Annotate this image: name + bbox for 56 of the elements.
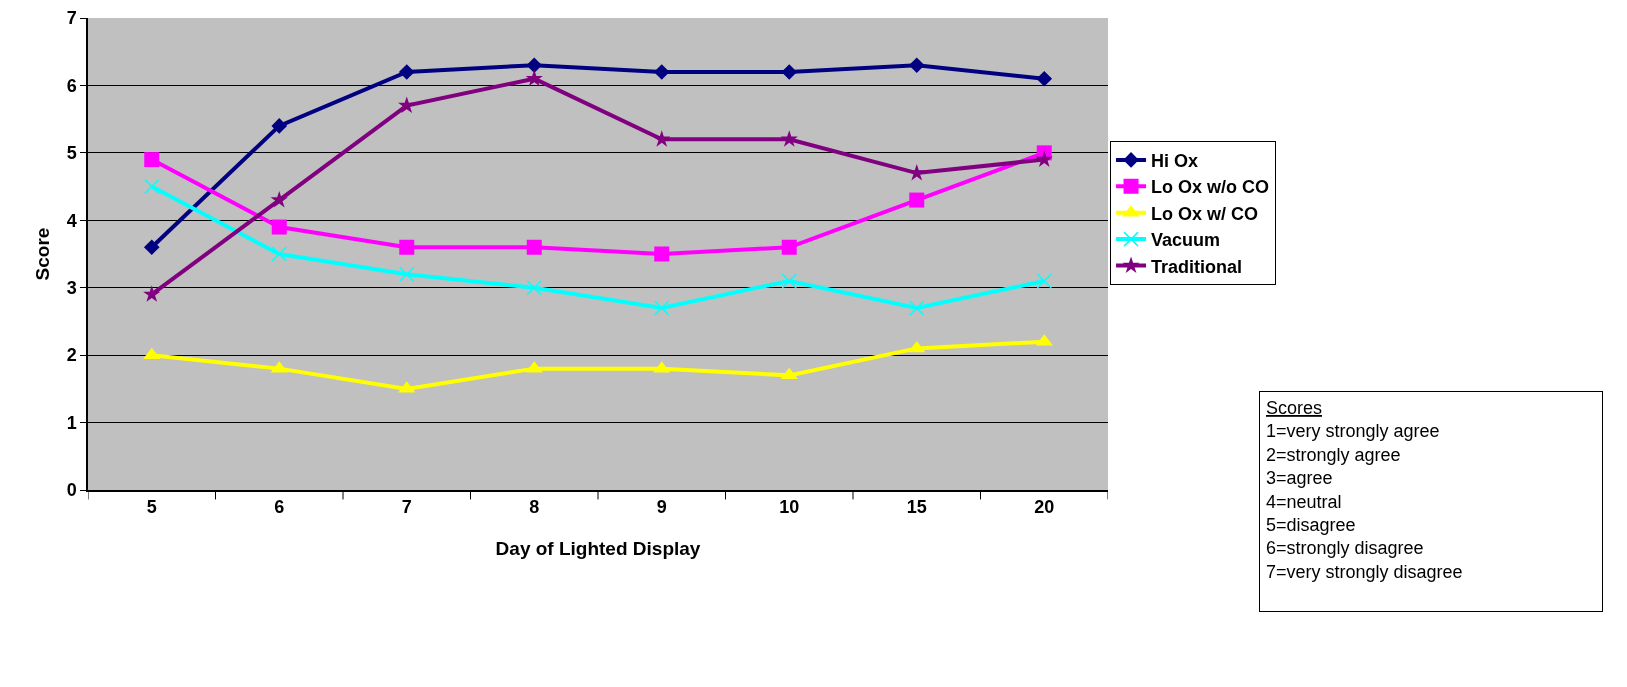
- point: [1036, 273, 1052, 289]
- y-tick-label: 4: [66, 210, 77, 231]
- x-tick-label: 5: [146, 497, 157, 518]
- y-tick-label: 2: [66, 345, 77, 366]
- x-axis-title: Day of Lighted Display: [495, 537, 701, 559]
- point: [908, 340, 926, 353]
- point: [1036, 70, 1053, 87]
- point: [271, 246, 287, 262]
- y-tick-label: 6: [66, 75, 77, 96]
- point: [144, 178, 160, 195]
- y-tick-label: 0: [66, 480, 77, 501]
- y-tick-label: 3: [66, 278, 77, 299]
- point: [398, 64, 415, 80]
- x-tick-label: 7: [401, 497, 412, 518]
- point: [399, 239, 415, 255]
- point: [526, 239, 542, 255]
- point: [653, 130, 671, 147]
- point: [143, 285, 161, 302]
- point: [909, 192, 925, 208]
- point: [909, 300, 925, 316]
- y-tick-label: 7: [66, 8, 77, 29]
- point: [781, 273, 797, 289]
- point: [525, 69, 543, 87]
- x-tick-label: 6: [274, 497, 285, 518]
- y-tick-label: 1: [66, 412, 77, 433]
- point: [144, 152, 160, 168]
- point: [271, 219, 287, 235]
- point: [780, 130, 798, 147]
- x-tick-label: 20: [1034, 497, 1055, 518]
- legend-label: Traditional: [1151, 256, 1243, 277]
- x-tick-label: 8: [529, 497, 540, 518]
- x-tick-label: 15: [906, 497, 927, 518]
- y-axis-title: Score: [31, 227, 53, 281]
- point: [781, 239, 797, 255]
- y-tick-label: 5: [66, 143, 77, 164]
- point: [781, 64, 798, 80]
- point: [270, 190, 288, 208]
- point: [526, 57, 543, 73]
- point: [908, 57, 925, 73]
- point: [653, 64, 670, 80]
- x-tick-label: 10: [779, 497, 800, 518]
- legend-label: Lo Ox w/ CO: [1151, 203, 1259, 224]
- point: [143, 239, 160, 256]
- text: Scores 1=very strongly agree 2=strongly agree 3=agree 4=neutral 5=disagree 6=strongly disagree 7=very strongly disagree: [1266, 398, 1463, 582]
- point: [271, 118, 288, 134]
- point: [398, 96, 416, 114]
- point: [399, 266, 415, 282]
- legend-label: Lo Ox w/o CO: [1151, 177, 1270, 198]
- point: [526, 279, 542, 296]
- legend-label: Hi Ox: [1151, 150, 1199, 171]
- point: [1035, 150, 1053, 167]
- point: [654, 300, 670, 316]
- x-tick-label: 9: [656, 497, 667, 518]
- legend-label: Vacuum: [1151, 230, 1221, 251]
- point: [654, 246, 670, 262]
- point: [780, 367, 798, 380]
